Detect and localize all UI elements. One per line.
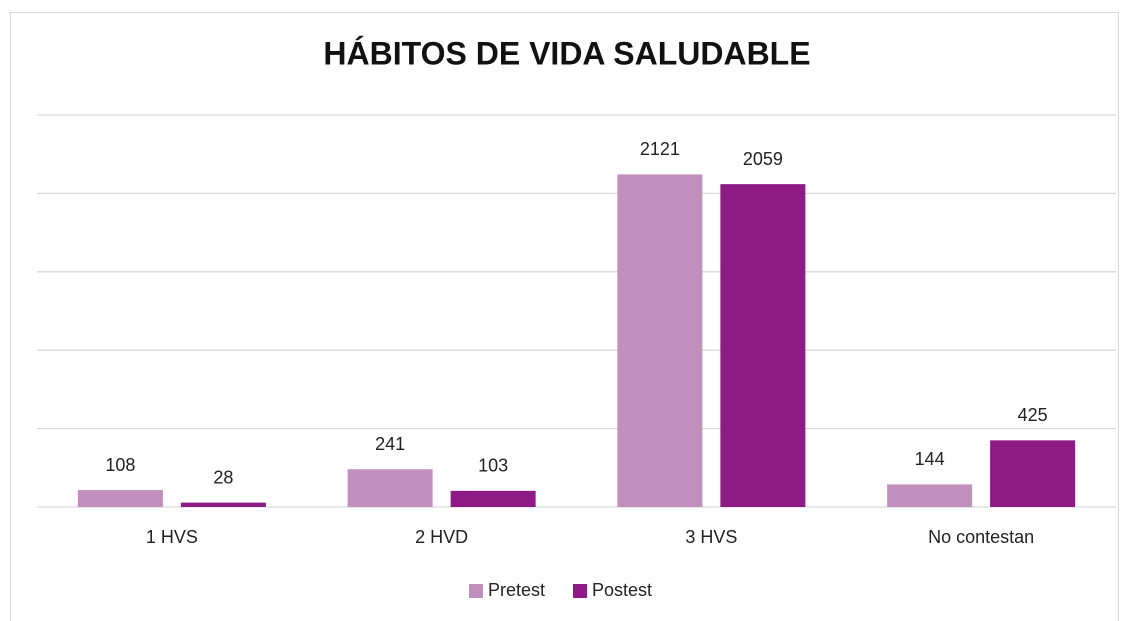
bar (77, 490, 163, 507)
data-label: 108 (105, 455, 135, 475)
x-tick-label: 3 HVS (685, 527, 737, 547)
x-tick-label: No contestan (928, 527, 1034, 547)
legend-label: Postest (592, 580, 652, 600)
data-label: 2121 (640, 139, 680, 159)
legend-swatch (573, 584, 587, 598)
legend-swatch (469, 584, 483, 598)
data-label: 144 (915, 449, 945, 469)
x-tick-label: 1 HVS (146, 527, 198, 547)
bar (450, 490, 536, 507)
data-label: 425 (1018, 405, 1048, 425)
data-label: 28 (213, 467, 233, 487)
bar (990, 440, 1076, 507)
data-label: 241 (375, 434, 405, 454)
bar (887, 484, 973, 507)
chart-frame (10, 12, 1119, 621)
bar (180, 502, 266, 507)
bar (617, 174, 703, 508)
data-label: 2059 (743, 149, 783, 169)
chart-title: HÁBITOS DE VIDA SALUDABLE (323, 35, 810, 71)
legend-label: Pretest (488, 580, 545, 600)
data-label: 103 (478, 456, 508, 476)
x-tick-label: 2 HVD (415, 527, 468, 547)
bar (347, 469, 433, 507)
bar (720, 184, 806, 507)
